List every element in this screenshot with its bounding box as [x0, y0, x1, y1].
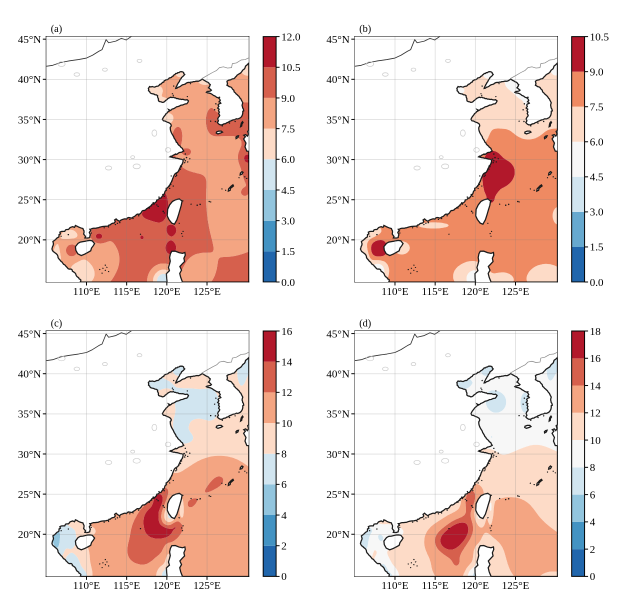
svg-text:40°N: 40°N [18, 74, 41, 86]
svg-text:45°N: 45°N [18, 34, 41, 46]
svg-text:6.0: 6.0 [281, 154, 295, 166]
svg-text:30°N: 30°N [326, 154, 349, 166]
svg-text:14: 14 [590, 380, 601, 392]
svg-text:45°N: 45°N [18, 328, 41, 340]
svg-text:120°E: 120°E [153, 286, 181, 298]
svg-text:4: 4 [281, 510, 287, 522]
svg-text:7.5: 7.5 [590, 102, 604, 114]
svg-text:10: 10 [590, 435, 601, 447]
svg-text:110°E: 110°E [381, 286, 408, 298]
svg-text:12: 12 [281, 387, 292, 399]
svg-text:12.0: 12.0 [281, 31, 301, 43]
svg-text:4.5: 4.5 [590, 172, 604, 184]
svg-text:0: 0 [281, 571, 287, 583]
svg-text:30°N: 30°N [326, 449, 349, 461]
svg-text:110°E: 110°E [73, 286, 100, 298]
svg-text:40°N: 40°N [326, 369, 349, 381]
svg-text:1.5: 1.5 [590, 242, 604, 254]
svg-text:115°E: 115°E [113, 286, 140, 298]
svg-text:20°N: 20°N [18, 529, 41, 541]
svg-text:10.5: 10.5 [590, 31, 610, 43]
svg-text:115°E: 115°E [422, 580, 449, 592]
svg-text:25°N: 25°N [326, 195, 349, 207]
svg-text:1.5: 1.5 [281, 246, 295, 258]
svg-text:40°N: 40°N [18, 369, 41, 381]
svg-text:12: 12 [590, 408, 601, 420]
svg-text:35°N: 35°N [18, 114, 41, 126]
svg-text:(b): (b) [359, 24, 371, 35]
svg-text:20°N: 20°N [326, 235, 349, 247]
svg-text:120°E: 120°E [153, 580, 181, 592]
svg-text:25°N: 25°N [18, 195, 41, 207]
svg-text:125°E: 125°E [502, 580, 530, 592]
svg-text:2: 2 [590, 544, 595, 556]
svg-text:35°N: 35°N [18, 409, 41, 421]
svg-text:25°N: 25°N [18, 489, 41, 501]
svg-text:115°E: 115°E [113, 580, 140, 592]
svg-text:4: 4 [590, 517, 596, 529]
svg-text:6.0: 6.0 [590, 137, 604, 149]
svg-text:16: 16 [590, 353, 601, 365]
svg-text:30°N: 30°N [18, 154, 41, 166]
svg-text:16: 16 [281, 326, 292, 338]
svg-text:6: 6 [590, 489, 596, 501]
svg-text:8: 8 [281, 449, 287, 461]
svg-text:7.5: 7.5 [281, 123, 295, 135]
svg-text:110°E: 110°E [73, 580, 100, 592]
svg-text:120°E: 120°E [462, 580, 490, 592]
svg-text:20°N: 20°N [326, 529, 349, 541]
svg-text:10.5: 10.5 [281, 62, 301, 74]
svg-text:125°E: 125°E [193, 286, 221, 298]
svg-text:10: 10 [281, 418, 292, 430]
svg-text:0.0: 0.0 [590, 277, 604, 289]
svg-text:0.0: 0.0 [281, 277, 295, 289]
svg-text:8: 8 [590, 462, 596, 474]
svg-text:(c): (c) [51, 318, 62, 329]
svg-text:125°E: 125°E [502, 286, 530, 298]
svg-text:120°E: 120°E [462, 286, 490, 298]
svg-text:0: 0 [590, 571, 596, 583]
svg-text:35°N: 35°N [326, 114, 349, 126]
svg-text:9.0: 9.0 [590, 66, 604, 78]
svg-text:20°N: 20°N [18, 235, 41, 247]
svg-text:3.0: 3.0 [281, 215, 295, 227]
svg-text:(d): (d) [359, 318, 371, 329]
svg-text:9.0: 9.0 [281, 93, 295, 105]
svg-text:4.5: 4.5 [281, 185, 295, 197]
svg-text:110°E: 110°E [381, 580, 408, 592]
svg-text:14: 14 [281, 356, 292, 368]
svg-text:2: 2 [281, 541, 286, 553]
svg-text:25°N: 25°N [326, 489, 349, 501]
svg-text:3.0: 3.0 [590, 207, 604, 219]
svg-text:(a): (a) [51, 24, 62, 35]
svg-text:6: 6 [281, 479, 287, 491]
svg-text:125°E: 125°E [193, 580, 221, 592]
svg-text:45°N: 45°N [326, 34, 349, 46]
svg-text:115°E: 115°E [422, 286, 449, 298]
svg-text:18: 18 [590, 326, 601, 338]
svg-text:35°N: 35°N [326, 409, 349, 421]
svg-text:40°N: 40°N [326, 74, 349, 86]
svg-text:30°N: 30°N [18, 449, 41, 461]
svg-text:45°N: 45°N [326, 328, 349, 340]
